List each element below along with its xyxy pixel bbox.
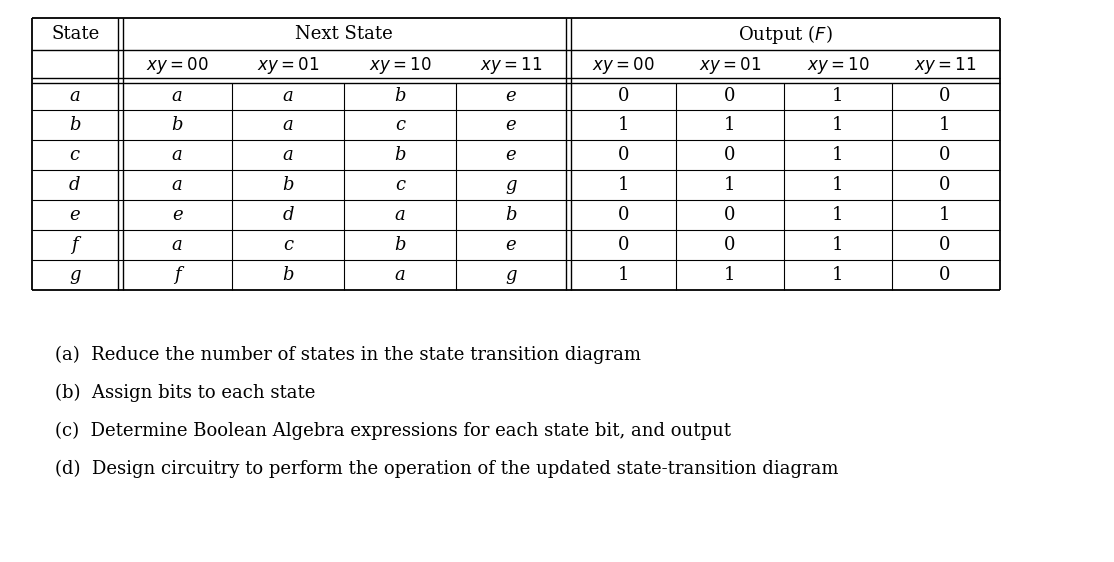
Text: (d)  Design circuitry to perform the operation of the updated state-transition d: (d) Design circuitry to perform the oper… (55, 460, 839, 478)
Text: $xy = 10$: $xy = 10$ (807, 55, 869, 75)
Text: $xy = 01$: $xy = 01$ (257, 55, 319, 75)
Text: e: e (506, 87, 516, 105)
Text: 1: 1 (724, 266, 735, 284)
Text: 1: 1 (939, 116, 950, 134)
Text: $xy = 11$: $xy = 11$ (480, 55, 541, 75)
Text: (c)  Determine Boolean Algebra expressions for each state bit, and output: (c) Determine Boolean Algebra expression… (55, 422, 731, 440)
Text: 0: 0 (617, 236, 629, 254)
Text: 1: 1 (832, 266, 843, 284)
Text: b: b (394, 236, 405, 254)
Text: e: e (172, 206, 183, 224)
Text: 0: 0 (939, 176, 950, 194)
Text: f: f (71, 236, 78, 254)
Text: 1: 1 (617, 176, 629, 194)
Text: a: a (283, 87, 293, 105)
Text: a: a (394, 266, 405, 284)
Text: d: d (69, 176, 80, 194)
Text: 1: 1 (617, 266, 629, 284)
Text: a: a (69, 87, 80, 105)
Text: 0: 0 (617, 146, 629, 164)
Text: f: f (174, 266, 180, 284)
Text: 0: 0 (939, 146, 950, 164)
Text: e: e (506, 116, 516, 134)
Text: $xy = 00$: $xy = 00$ (592, 55, 655, 75)
Text: b: b (394, 87, 405, 105)
Text: 0: 0 (939, 236, 950, 254)
Text: $xy = 01$: $xy = 01$ (698, 55, 761, 75)
Text: 1: 1 (724, 116, 735, 134)
Text: e: e (69, 206, 80, 224)
Text: 1: 1 (724, 176, 735, 194)
Text: b: b (282, 266, 294, 284)
Text: 1: 1 (832, 236, 843, 254)
Text: a: a (172, 146, 183, 164)
Text: e: e (506, 236, 516, 254)
Text: $xy = 11$: $xy = 11$ (913, 55, 976, 75)
Text: 1: 1 (832, 206, 843, 224)
Text: $xy = 00$: $xy = 00$ (146, 55, 208, 75)
Text: 0: 0 (617, 87, 629, 105)
Text: g: g (505, 266, 517, 284)
Text: 0: 0 (724, 87, 735, 105)
Text: c: c (395, 116, 405, 134)
Text: a: a (394, 206, 405, 224)
Text: a: a (172, 87, 183, 105)
Text: 0: 0 (724, 206, 735, 224)
Text: 0: 0 (939, 87, 950, 105)
Text: b: b (172, 116, 183, 134)
Text: b: b (394, 146, 405, 164)
Text: a: a (172, 176, 183, 194)
Text: 1: 1 (832, 176, 843, 194)
Text: Output ($\mathit{F}$): Output ($\mathit{F}$) (737, 22, 832, 46)
Text: State: State (52, 25, 100, 43)
Text: (a)  Reduce the number of states in the state transition diagram: (a) Reduce the number of states in the s… (55, 346, 641, 364)
Text: Next State: Next State (295, 25, 393, 43)
Text: 0: 0 (617, 206, 629, 224)
Text: a: a (283, 146, 293, 164)
Text: a: a (283, 116, 293, 134)
Text: 1: 1 (832, 87, 843, 105)
Text: g: g (505, 176, 517, 194)
Text: $xy = 10$: $xy = 10$ (369, 55, 431, 75)
Text: 1: 1 (832, 116, 843, 134)
Text: a: a (172, 236, 183, 254)
Text: g: g (69, 266, 80, 284)
Text: b: b (282, 176, 294, 194)
Text: 1: 1 (832, 146, 843, 164)
Text: e: e (506, 146, 516, 164)
Text: 0: 0 (724, 146, 735, 164)
Text: b: b (505, 206, 517, 224)
Text: 0: 0 (939, 266, 950, 284)
Text: c: c (70, 146, 80, 164)
Text: b: b (69, 116, 80, 134)
Text: 0: 0 (724, 236, 735, 254)
Text: (b)  Assign bits to each state: (b) Assign bits to each state (55, 384, 315, 402)
Text: c: c (395, 176, 405, 194)
Text: d: d (282, 206, 294, 224)
Text: 1: 1 (617, 116, 629, 134)
Text: c: c (283, 236, 293, 254)
Text: 1: 1 (939, 206, 950, 224)
